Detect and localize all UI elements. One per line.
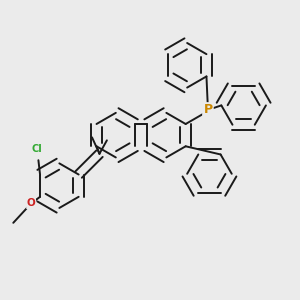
Text: P: P bbox=[203, 103, 212, 116]
Text: Cl: Cl bbox=[32, 143, 42, 154]
Text: O: O bbox=[27, 199, 35, 208]
